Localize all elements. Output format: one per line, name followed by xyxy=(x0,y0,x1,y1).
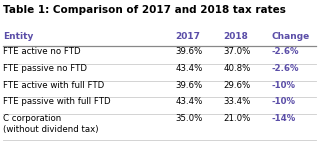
Text: Table 1: Comparison of 2017 and 2018 tax rates: Table 1: Comparison of 2017 and 2018 tax… xyxy=(3,5,286,15)
Text: C corporation
(without dividend tax): C corporation (without dividend tax) xyxy=(3,114,99,134)
Text: -2.6%: -2.6% xyxy=(271,64,299,73)
Text: 43.4%: 43.4% xyxy=(175,64,203,73)
Text: 40.8%: 40.8% xyxy=(223,64,251,73)
Text: 35.0%: 35.0% xyxy=(175,114,203,123)
Text: Entity: Entity xyxy=(3,32,33,41)
Text: FTE active with full FTD: FTE active with full FTD xyxy=(3,81,104,90)
Text: 43.4%: 43.4% xyxy=(175,97,203,106)
Text: -10%: -10% xyxy=(271,97,295,106)
Text: 2017: 2017 xyxy=(175,32,200,41)
Text: 39.6%: 39.6% xyxy=(175,47,203,56)
Text: 39.6%: 39.6% xyxy=(175,81,203,90)
Text: FTE passive no FTD: FTE passive no FTD xyxy=(3,64,87,73)
Text: FTE passive with full FTD: FTE passive with full FTD xyxy=(3,97,111,106)
Text: -14%: -14% xyxy=(271,114,295,123)
Text: 29.6%: 29.6% xyxy=(223,81,250,90)
Text: 33.4%: 33.4% xyxy=(223,97,251,106)
Text: FTE active no FTD: FTE active no FTD xyxy=(3,47,81,56)
Text: 37.0%: 37.0% xyxy=(223,47,251,56)
Text: -2.6%: -2.6% xyxy=(271,47,299,56)
Text: 2018: 2018 xyxy=(223,32,248,41)
Text: -10%: -10% xyxy=(271,81,295,90)
Text: Change: Change xyxy=(271,32,309,41)
Text: 21.0%: 21.0% xyxy=(223,114,251,123)
